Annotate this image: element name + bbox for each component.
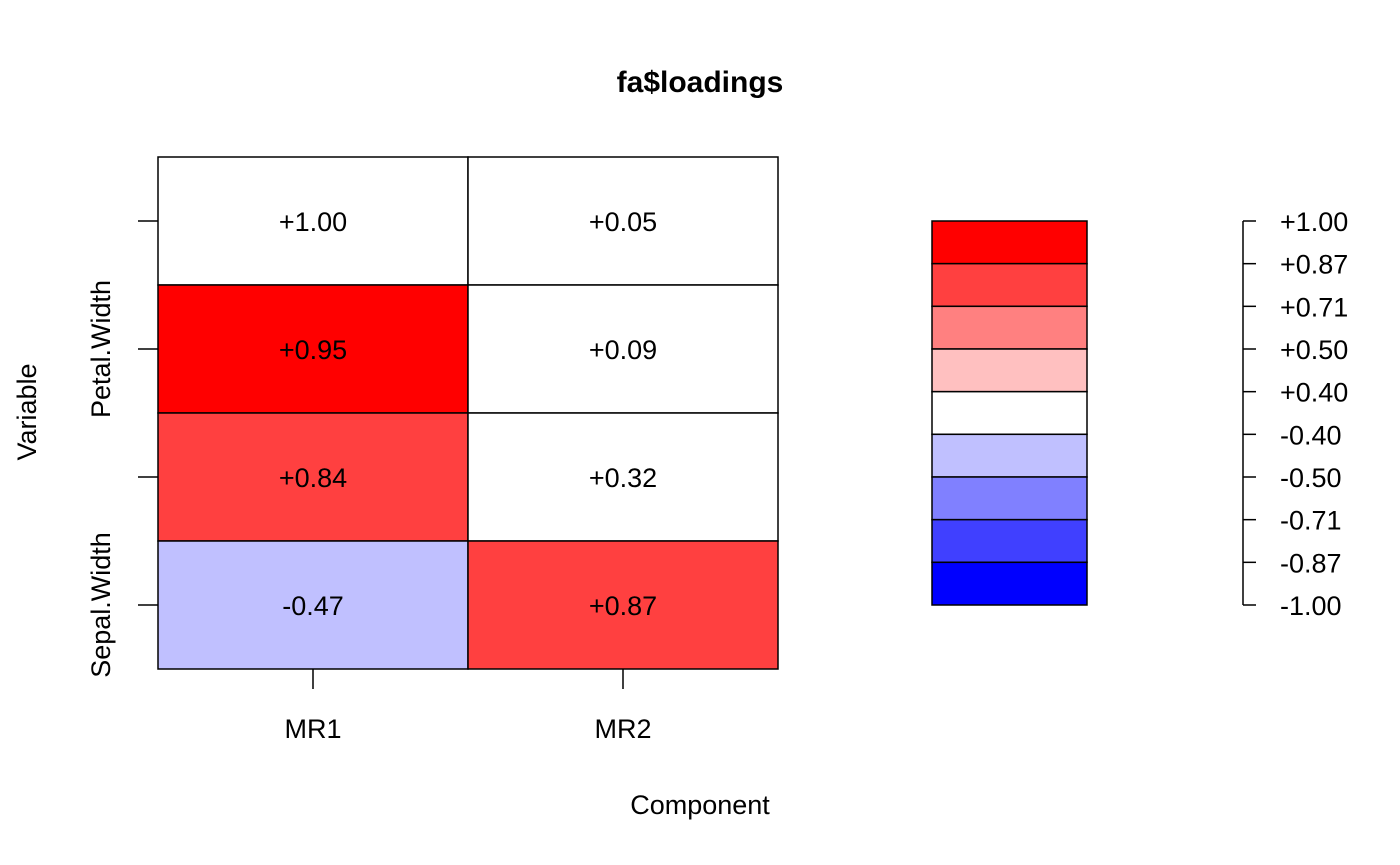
chart-title: fa$loadings	[617, 66, 784, 99]
legend-break-label-7: -0.71	[1280, 506, 1342, 536]
y-axis-label: Variable	[12, 363, 42, 460]
heatmap-cell-label-r0-c1: +0.05	[589, 207, 657, 237]
y-axis-ticks: Petal.Width Sepal.Width	[86, 220, 158, 678]
legend-break-label-4: +0.40	[1280, 378, 1348, 408]
x-tick-label-0: MR1	[284, 714, 341, 744]
legend-swatch-5	[931, 433, 1088, 478]
legend-break-label-0: +1.00	[1280, 207, 1348, 237]
heatmap-cell-r0-c0	[157, 156, 469, 286]
legend-break-label-2: +0.71	[1280, 292, 1348, 322]
legend-swatch-0	[931, 220, 1088, 265]
heatmap-cell-r1-c1	[467, 284, 779, 414]
legend-break-label-6: -0.50	[1280, 463, 1342, 493]
legend-swatch-6	[931, 476, 1088, 521]
color-legend: +1.00 +0.87 +0.71 +0.50 +0.40 -0.40 -0.50 -0.71…	[931, 207, 1348, 621]
heatmap-cell-label-r3-c1: +0.87	[589, 591, 657, 621]
x-axis-label: Component	[630, 790, 770, 820]
legend-swatch-8	[931, 561, 1088, 606]
heatmap-cells: +1.00 +0.05 +0.95 +0.09 +0.84 +0.32 -0.47 +0.87	[157, 156, 779, 670]
heatmap-cell-r1-c0	[157, 284, 469, 414]
heatmap-cell-r2-c0	[157, 412, 469, 542]
heatmap-cell-label-r3-c0: -0.47	[282, 591, 344, 621]
heatmap-cell-label-r2-c0: +0.84	[279, 463, 347, 493]
legend-break-label-3: +0.50	[1280, 335, 1348, 365]
legend-swatch-7	[931, 518, 1088, 564]
legend-swatch-4	[931, 390, 1088, 436]
legend-break-label-1: +0.87	[1280, 250, 1348, 280]
legend-break-label-5: -0.40	[1280, 420, 1342, 450]
heatmap-cell-label-r2-c1: +0.32	[589, 463, 657, 493]
x-axis-ticks: MR1 MR2	[284, 669, 652, 744]
heatmap-cell-label-r0-c0: +1.00	[279, 207, 347, 237]
heatmap-cell-label-r1-c0: +0.95	[279, 335, 347, 365]
legend-swatch-1	[931, 262, 1088, 308]
heatmap-cell-r2-c1	[467, 412, 779, 542]
heatmap-cell-label-r1-c1: +0.09	[589, 335, 657, 365]
legend-swatch-2	[931, 305, 1088, 350]
legend-break-label-8: -0.87	[1280, 548, 1342, 578]
y-tick-label-1: Petal.Width	[86, 280, 116, 418]
legend-break-label-9: -1.00	[1280, 591, 1342, 621]
heatmap-cell-r3-c1	[467, 540, 779, 670]
heatmap-cell-r0-c1	[467, 156, 779, 286]
x-tick-label-1: MR2	[594, 714, 651, 744]
legend-swatch-3	[931, 348, 1088, 393]
y-tick-label-3: Sepal.Width	[86, 532, 116, 678]
